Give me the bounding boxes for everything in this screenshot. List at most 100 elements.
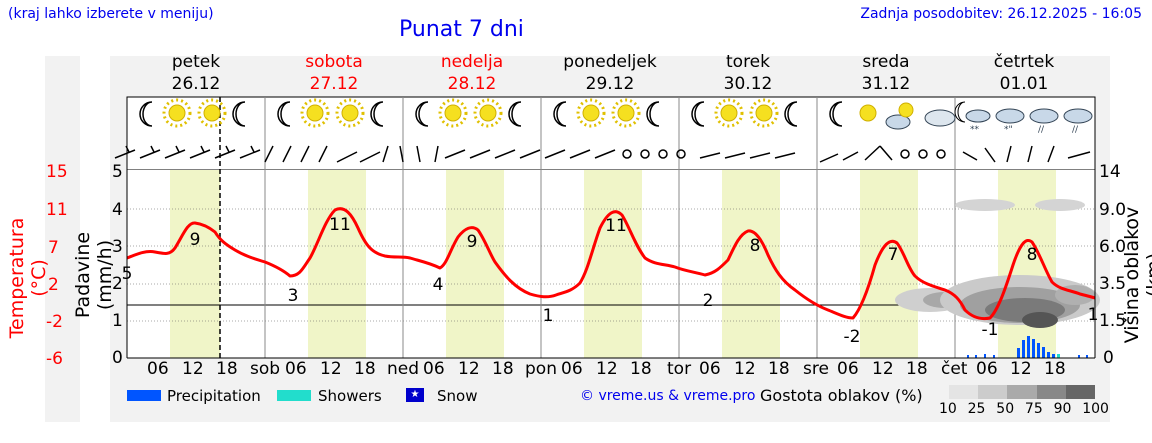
- x-tick: 18: [768, 359, 790, 379]
- cloud-height-tick: 1.5: [1099, 311, 1127, 331]
- x-tick: 12: [458, 359, 480, 379]
- svg-text:1: 1: [1088, 305, 1099, 325]
- x-tick: 18: [906, 359, 928, 379]
- credit-link[interactable]: © vreme.us & vreme.pro: [580, 388, 756, 404]
- svg-text:1: 1: [543, 306, 554, 326]
- moon-icon: [370, 101, 384, 127]
- svg-text:**: **: [970, 125, 980, 135]
- day-name-6: četrtek: [993, 52, 1055, 72]
- cloud-rain-icon: //: [1063, 108, 1093, 135]
- sun-icon: [335, 98, 365, 128]
- precip-axis-label: Padavine (mm/h): [72, 231, 116, 319]
- day-date-1: 27.12: [309, 74, 359, 94]
- moon-icon: [553, 101, 567, 127]
- x-tick: 06: [561, 359, 583, 379]
- legend: Precipitation Showers ★ Snow © vreme.us …: [127, 385, 1109, 427]
- sun-icon: [714, 98, 744, 128]
- temp-axis-label: Temperatura (°C): [6, 217, 50, 339]
- day-name-2: nedelja: [440, 52, 504, 72]
- cloud-rain-icon: //: [1029, 108, 1059, 135]
- cloud-snow-icon: *": [995, 108, 1025, 135]
- x-tick: 06: [976, 359, 998, 379]
- showers-legend-label: Showers: [318, 387, 382, 405]
- day-date-5: 31.12: [861, 74, 911, 94]
- left-axis-bg: [45, 56, 80, 422]
- svg-text://: //: [1038, 125, 1045, 135]
- moon-icon: [139, 101, 153, 127]
- last-update-label: Zadnja posodobitev: 26.12.2025 - 16:05: [860, 6, 1142, 22]
- day-date-6: 01.01: [999, 74, 1049, 94]
- moon-icon: [508, 101, 522, 127]
- x-tick: 12: [1010, 359, 1032, 379]
- sun-icon: [197, 98, 227, 128]
- day-name-4: torek: [726, 52, 770, 72]
- snow-icon: ★: [406, 388, 424, 402]
- sun-icon: [300, 98, 330, 128]
- sun-icon: [162, 98, 192, 128]
- sun-icon: [438, 98, 468, 128]
- x-tick: 06: [285, 359, 307, 379]
- temperature-line: [126, 207, 1096, 321]
- day-name-1: sobota: [305, 52, 363, 72]
- precip-tick: 4: [112, 200, 123, 220]
- sun-cloud-icon: [859, 104, 911, 130]
- location-hint-link[interactable]: (kraj lahko izberete v meniju): [8, 6, 214, 22]
- precip-tick: 0: [112, 348, 123, 368]
- day-name-0: petek: [171, 52, 221, 72]
- sun-icon: [898, 102, 914, 118]
- day-headers: petek 26.12 sobota 27.12 nedelja 28.12 p…: [127, 52, 1093, 96]
- precipitation-legend-label: Precipitation: [167, 387, 261, 405]
- sun-icon: [576, 98, 606, 128]
- svg-text://: //: [1072, 125, 1079, 135]
- weather-icons: ** *" // //: [139, 98, 1093, 135]
- page-title: Punat 7 dni: [399, 17, 524, 42]
- x-tick: 12: [596, 359, 618, 379]
- x-tick: 12: [734, 359, 756, 379]
- precip-bars: [967, 336, 1088, 358]
- sun-icon: [473, 98, 503, 128]
- x-tick: tor: [667, 359, 692, 379]
- precip-tick: 5: [112, 162, 123, 182]
- svg-text:-1: -1: [982, 320, 999, 340]
- calm-circles: [622, 149, 946, 159]
- x-tick: 12: [872, 359, 894, 379]
- x-axis-ticks: 06 12 18 sob 06 12 18 ned 06 12 18 pon 0…: [0, 359, 1152, 381]
- x-tick: sob: [250, 359, 281, 379]
- cloud-height-tick: 3.5: [1099, 274, 1127, 294]
- x-tick: 18: [354, 359, 376, 379]
- precip-tick: 3: [112, 237, 123, 257]
- cloud-density-label: Gostota oblakov (%): [760, 386, 923, 405]
- moon-cloud-snow-icon: **: [954, 101, 991, 135]
- svg-text:4: 4: [433, 275, 444, 295]
- svg-text:*": *": [1004, 125, 1013, 135]
- moon-icon: [415, 101, 429, 127]
- day-date-3: 29.12: [585, 74, 635, 94]
- sun-icon: [749, 98, 779, 128]
- svg-text:8: 8: [1027, 245, 1038, 265]
- cloud-height-tick: 14: [1099, 162, 1121, 182]
- sun-icon: [611, 98, 641, 128]
- temp-tick: -2: [46, 312, 63, 332]
- cloud-icon: [924, 109, 956, 127]
- cloud-height-tick: 6.0: [1099, 237, 1127, 257]
- svg-text:11: 11: [605, 216, 627, 236]
- x-tick: 12: [182, 359, 204, 379]
- svg-text:7: 7: [888, 245, 899, 265]
- showers-swatch: [277, 390, 311, 401]
- cloud-height-axis-label: Višina oblakov (km): [1121, 206, 1152, 344]
- moon-icon: [277, 101, 291, 127]
- svg-text:2: 2: [703, 291, 714, 311]
- svg-text:-2: -2: [844, 327, 861, 347]
- precipitation-swatch: [127, 390, 161, 401]
- svg-text:9: 9: [190, 230, 201, 250]
- cloud-density-scale: [949, 385, 1096, 399]
- x-tick: sre: [803, 359, 829, 379]
- temp-tick: -6: [46, 349, 63, 369]
- x-tick: čet: [941, 359, 968, 379]
- temp-tick: 15: [46, 162, 68, 182]
- day-date-2: 28.12: [447, 74, 497, 94]
- x-tick: 06: [699, 359, 721, 379]
- moon-icon: [691, 101, 705, 127]
- moon-icon: [829, 101, 843, 127]
